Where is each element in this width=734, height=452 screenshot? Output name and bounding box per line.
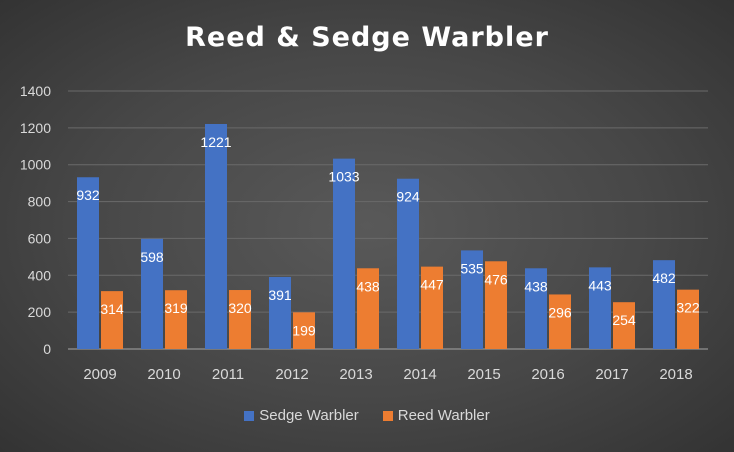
data-label: 199 xyxy=(292,322,316,338)
bar-reed-warbler xyxy=(421,266,443,349)
x-tick-label: 2009 xyxy=(83,366,116,383)
legend-label-sedge: Sedge Warbler xyxy=(259,407,359,424)
data-label: 482 xyxy=(652,270,676,286)
data-label: 391 xyxy=(268,287,292,303)
data-label: 443 xyxy=(588,277,612,293)
data-label: 438 xyxy=(356,278,380,294)
y-tick-label: 1200 xyxy=(20,120,51,136)
data-label: 296 xyxy=(548,304,572,320)
data-label: 322 xyxy=(676,300,700,316)
bar-reed-warbler xyxy=(485,261,507,349)
x-tick-label: 2018 xyxy=(659,366,692,383)
data-label: 447 xyxy=(420,277,444,293)
bar-sedge-warbler xyxy=(269,276,291,349)
y-tick-label: 0 xyxy=(43,341,51,357)
legend-item-reed: Reed Warbler xyxy=(382,407,490,424)
bar-sedge-warbler xyxy=(77,177,99,349)
bar-reed-warbler xyxy=(549,294,571,349)
data-label: 314 xyxy=(100,301,124,317)
bar-sedge-warbler xyxy=(589,267,611,349)
bar-reed-warbler xyxy=(229,290,251,349)
data-label: 438 xyxy=(524,278,548,294)
bar-sedge-warbler xyxy=(205,123,227,349)
x-tick-label: 2016 xyxy=(531,366,564,383)
chart-title: Reed & Sedge Warbler xyxy=(185,22,549,53)
bar-sedge-warbler xyxy=(653,260,675,349)
legend: Sedge Warbler Reed Warbler xyxy=(0,407,734,424)
data-label: 320 xyxy=(228,300,252,316)
y-tick-label: 200 xyxy=(28,304,52,320)
data-label: 476 xyxy=(484,271,508,287)
bar-sedge-warbler xyxy=(397,178,419,349)
bar-sedge-warbler xyxy=(525,268,547,349)
x-tick-label: 2013 xyxy=(339,366,372,383)
bar-reed-warbler xyxy=(613,302,635,349)
x-tick-label: 2014 xyxy=(403,366,436,383)
data-label: 535 xyxy=(460,260,484,276)
data-label: 598 xyxy=(140,249,164,265)
x-tick-label: 2017 xyxy=(595,366,628,383)
bar-reed-warbler xyxy=(357,268,379,349)
y-tick-label: 400 xyxy=(28,267,52,283)
bar-sedge-warbler xyxy=(141,238,163,349)
legend-swatch-reed xyxy=(382,410,393,421)
y-tick-label: 1400 xyxy=(20,83,51,99)
y-tick-label: 800 xyxy=(28,194,52,210)
bar-reed-warbler xyxy=(101,291,123,349)
bar-reed-warbler xyxy=(677,289,699,349)
y-tick-label: 1000 xyxy=(20,157,51,173)
legend-item-sedge: Sedge Warbler xyxy=(244,407,359,424)
data-label: 254 xyxy=(612,312,636,328)
bar-sedge-warbler xyxy=(461,250,483,349)
data-label: 1033 xyxy=(328,169,359,185)
legend-label-reed: Reed Warbler xyxy=(397,407,490,424)
bar-reed-warbler xyxy=(293,312,315,349)
x-tick-label: 2015 xyxy=(467,366,500,383)
x-tick-label: 2011 xyxy=(212,366,244,383)
x-tick-label: 2012 xyxy=(275,366,308,383)
y-tick-label: 600 xyxy=(28,230,52,246)
data-label: 932 xyxy=(76,187,100,203)
bar-sedge-warbler xyxy=(333,158,355,349)
data-label: 319 xyxy=(164,300,188,316)
x-tick-label: 2010 xyxy=(147,366,180,383)
data-label: 1221 xyxy=(200,134,231,150)
legend-swatch-sedge xyxy=(244,410,255,421)
bar-reed-warbler xyxy=(165,290,187,349)
data-label: 924 xyxy=(396,189,420,205)
